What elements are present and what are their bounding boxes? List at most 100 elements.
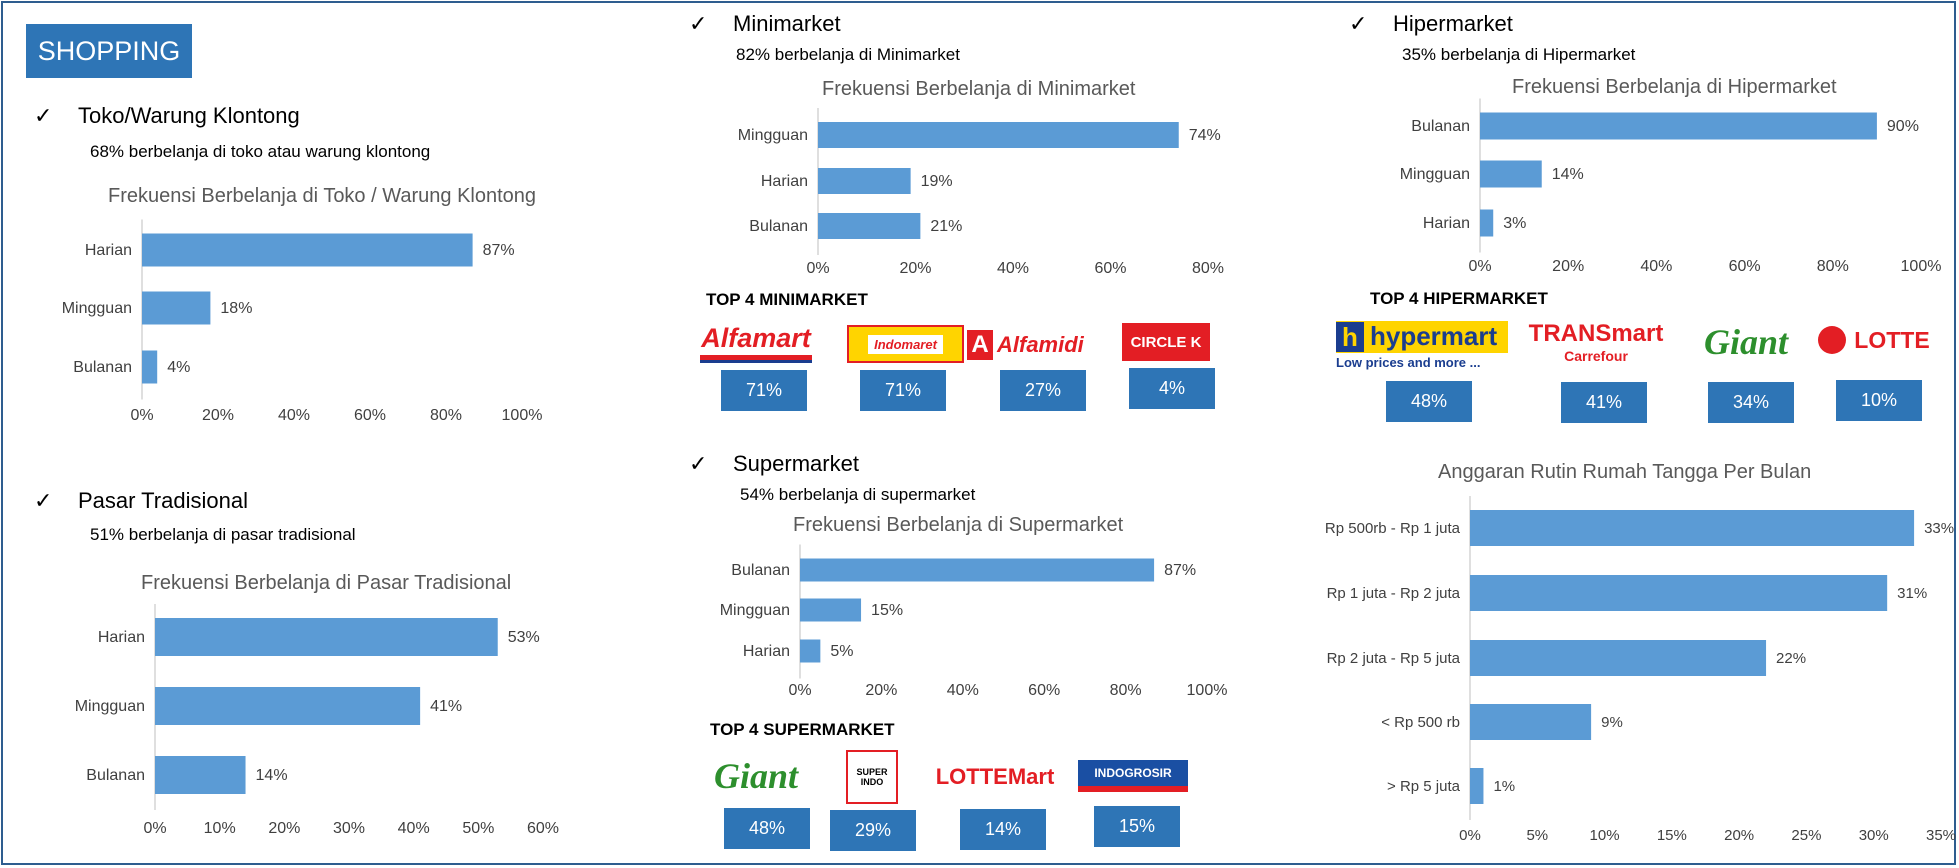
- indomaret-logo: Indomaret: [847, 325, 964, 363]
- superindo-logo: SUPER INDO: [846, 750, 898, 804]
- toko-category-label: Bulanan: [73, 359, 132, 376]
- toko-category-label: Harian: [85, 242, 132, 259]
- superindo-pct: 29%: [830, 810, 916, 851]
- pasar-category-label: Mingguan: [75, 698, 145, 715]
- anggaran-category-label: Rp 500rb - Rp 1 juta: [1325, 520, 1461, 537]
- toko-title-text: Toko/Warung Klontong: [78, 103, 300, 128]
- super-tick-label: 40%: [947, 682, 979, 699]
- pasar-category-label: Bulanan: [86, 767, 145, 784]
- lottemart-logo: LOTTEMart: [925, 760, 1065, 794]
- pasar-tick-label: 30%: [333, 820, 365, 837]
- anggaran-data-label: 9%: [1601, 714, 1623, 731]
- lotte-logo: LOTTE: [1812, 322, 1936, 358]
- hiper-tick-label: 100%: [1901, 258, 1942, 275]
- lotte-circle-icon: [1818, 326, 1847, 354]
- super-category-label: Mingguan: [720, 602, 790, 619]
- anggaran-category-label: > Rp 5 juta: [1387, 778, 1461, 795]
- carrefour-logo-text: Carrefour: [1564, 348, 1628, 364]
- hiper-tick-label: 0%: [1468, 258, 1491, 275]
- giant-hiper-logo-text: Giant: [1703, 322, 1789, 362]
- mini-data-label: 21%: [930, 218, 962, 235]
- anggaran-tick-label: 15%: [1657, 827, 1687, 844]
- mini-data-label: 19%: [921, 173, 953, 190]
- anggaran-tick-label: 10%: [1590, 827, 1620, 844]
- pasar-section-title: ✓ Pasar Tradisional: [34, 488, 248, 514]
- giant-logo-text: Giant: [713, 756, 799, 796]
- chart-title-anggaran: Anggaran Rutin Rumah Tangga Per Bulan: [1438, 461, 1812, 483]
- anggaran-tick-label: 0%: [1459, 827, 1481, 844]
- anggaran-bar: [1470, 768, 1484, 804]
- chart-title-mini: Frekuensi Berbelanja di Minimarket: [822, 78, 1136, 100]
- hiper-category-label: Bulanan: [1411, 118, 1470, 135]
- mini-tick-label: 20%: [899, 260, 931, 277]
- chart-title-hiper: Frekuensi Berbelanja di Hipermarket: [1512, 76, 1837, 98]
- anggaran-category-label: Rp 1 juta - Rp 2 juta: [1327, 585, 1461, 602]
- alfamart-pct: 71%: [721, 370, 807, 411]
- toko-data-label: 18%: [220, 300, 252, 317]
- alfamidi-pct: 27%: [1000, 370, 1086, 411]
- pasar-bar: [155, 687, 421, 725]
- top-super-title: TOP 4 SUPERMARKET: [710, 720, 895, 739]
- hiper-tick-label: 40%: [1640, 258, 1672, 275]
- lotte-logo-text: LOTTE: [1854, 326, 1930, 353]
- hiper-data-label: 14%: [1552, 166, 1584, 183]
- super-title-text: Supermarket: [733, 451, 859, 476]
- pasar-data-label: 53%: [508, 629, 540, 646]
- alfamart-logo-text: Alfamart: [701, 323, 811, 353]
- anggaran-data-label: 31%: [1897, 585, 1927, 602]
- toko-tick-label: 80%: [430, 407, 462, 424]
- toko-data-label: 4%: [167, 359, 190, 376]
- super-tick-label: 80%: [1110, 682, 1142, 699]
- toko-tick-label: 40%: [278, 407, 310, 424]
- anggaran-tick-label: 20%: [1724, 827, 1754, 844]
- pasar-subtitle: 51% berbelanja di pasar tradisional: [90, 525, 356, 544]
- super-data-label: 5%: [830, 643, 853, 660]
- hypermart-pct: 48%: [1386, 381, 1472, 422]
- toko-bar: [142, 233, 473, 267]
- toko-subtitle: 68% berbelanja di toko atau warung klont…: [90, 142, 431, 161]
- anggaran-tick-label: 5%: [1526, 827, 1548, 844]
- anggaran-bar: [1470, 510, 1915, 546]
- pasar-data-label: 14%: [256, 767, 288, 784]
- top-mini-title: TOP 4 MINIMARKET: [706, 290, 868, 309]
- mini-tick-label: 60%: [1094, 260, 1126, 277]
- mini-bar: [818, 122, 1179, 148]
- super-tick-label: 20%: [865, 682, 897, 699]
- toko-tick-label: 20%: [202, 407, 234, 424]
- super-tick-label: 0%: [788, 682, 811, 699]
- super-data-label: 87%: [1164, 562, 1196, 579]
- pasar-bar: [155, 756, 246, 794]
- pasar-tick-label: 60%: [527, 820, 559, 837]
- toko-bar: [142, 350, 158, 384]
- super-data-label: 15%: [871, 602, 903, 619]
- pasar-bar: [155, 618, 498, 656]
- hiper-data-label: 3%: [1503, 215, 1526, 232]
- pasar-tick-label: 40%: [398, 820, 430, 837]
- anggaran-data-label: 33%: [1924, 520, 1954, 537]
- transmart-pct: 41%: [1561, 382, 1647, 423]
- lotte-pct: 10%: [1836, 380, 1922, 421]
- hiper-tick-label: 60%: [1729, 258, 1761, 275]
- indogrosir-logo: INDOGROSIR: [1078, 760, 1188, 792]
- anggaran-data-label: 1%: [1493, 778, 1515, 795]
- hiper-category-label: Mingguan: [1400, 166, 1470, 183]
- hiper-bar: [1480, 112, 1877, 140]
- anggaran-category-label: < Rp 500 rb: [1381, 714, 1460, 731]
- anggaran-tick-label: 30%: [1859, 827, 1889, 844]
- chart-title-pasar: Frekuensi Berbelanja di Pasar Tradisiona…: [141, 572, 512, 594]
- lottemart-pct: 14%: [960, 809, 1046, 850]
- mini-category-label: Harian: [761, 173, 808, 190]
- check-icon: ✓: [689, 11, 708, 36]
- lottemart-logo-text: LOTTEMart: [935, 764, 1055, 789]
- hypermart-logo: h hypermart Low prices and more ...: [1336, 320, 1508, 370]
- hypermart-banner: h hypermart: [1336, 320, 1508, 353]
- mini-tick-label: 0%: [806, 260, 829, 277]
- anggaran-data-label: 22%: [1776, 650, 1806, 667]
- super-subtitle: 54% berbelanja di supermarket: [740, 485, 976, 504]
- indogrosir-logo-text: INDOGROSIR: [1094, 766, 1172, 780]
- super-category-label: Harian: [743, 643, 790, 660]
- indogrosir-pct: 15%: [1094, 806, 1180, 847]
- hypermart-tagline: Low prices and more ...: [1336, 354, 1481, 370]
